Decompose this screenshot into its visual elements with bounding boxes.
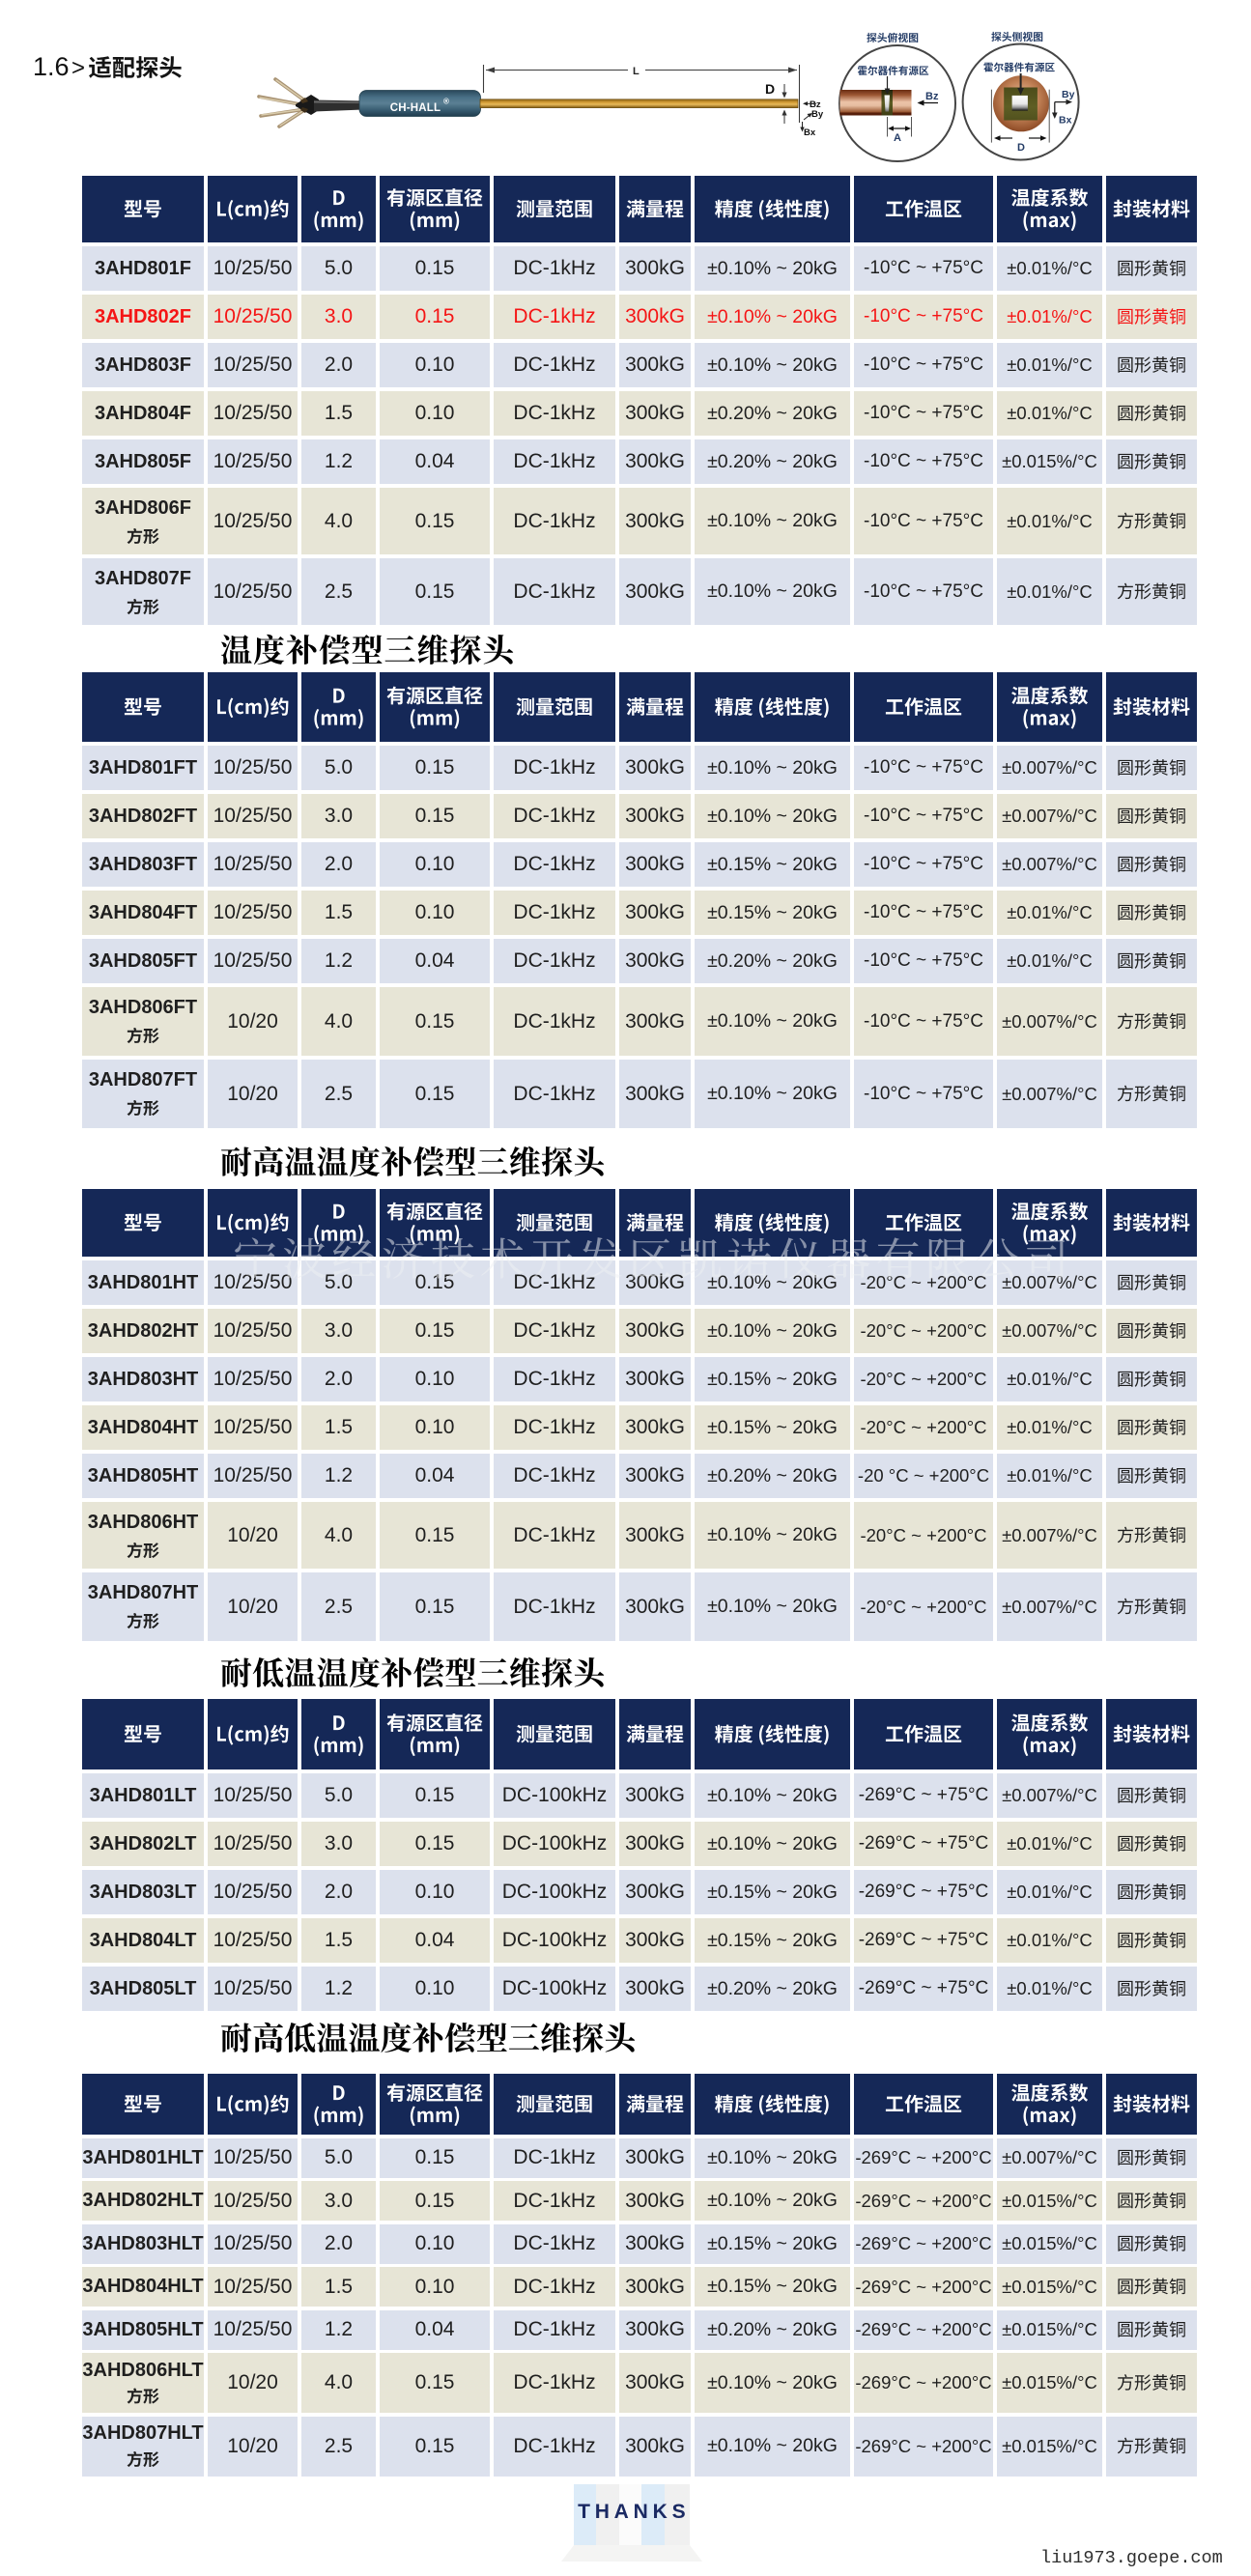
svg-text:®: ® [443, 98, 449, 106]
svg-text:CH-HALL: CH-HALL [390, 102, 441, 114]
svg-text:D: D [1017, 142, 1025, 154]
svg-text:D: D [765, 81, 775, 97]
svg-text:By: By [811, 109, 824, 120]
svg-text:By: By [1062, 89, 1075, 100]
svg-text:A: A [894, 132, 901, 144]
svg-text:Bz: Bz [925, 91, 939, 102]
svg-text:Bx: Bx [1059, 115, 1072, 127]
svg-text:Bz: Bz [810, 99, 821, 110]
svg-text:Bx: Bx [804, 127, 816, 138]
svg-text:L: L [633, 66, 640, 77]
